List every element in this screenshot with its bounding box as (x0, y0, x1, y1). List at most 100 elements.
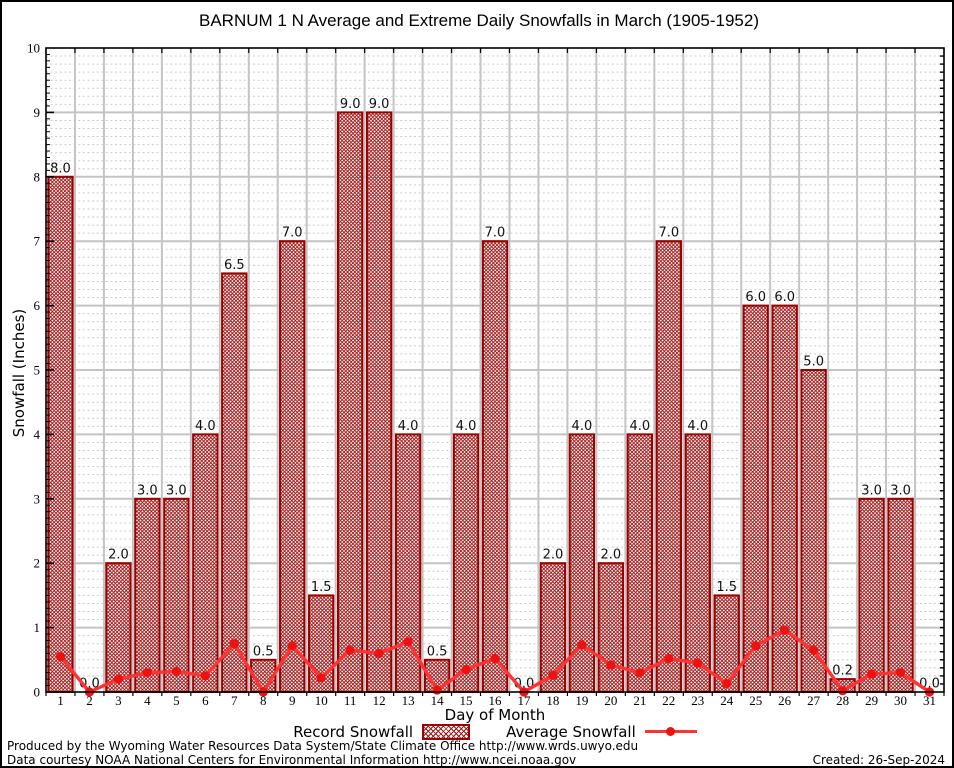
bar-day-3 (105, 562, 132, 694)
avg-marker-day-18 (548, 670, 558, 680)
bar-day-22 (655, 240, 682, 693)
x-tick-label: 18 (546, 693, 559, 708)
bar-value-label: 4.0 (398, 419, 419, 434)
bar-value-label: 2.0 (543, 548, 564, 563)
x-tick-label: 20 (604, 693, 617, 708)
x-tick-label: 23 (691, 693, 704, 708)
bar-day-12 (365, 111, 393, 693)
footer-credits: Produced by the Wyoming Water Resources … (7, 739, 639, 767)
avg-marker-day-11 (345, 645, 355, 655)
avg-marker-day-23 (693, 658, 703, 668)
y-tick-label: 10 (27, 41, 40, 56)
avg-marker-day-15 (461, 664, 471, 675)
x-tick-label: 8 (260, 693, 267, 708)
bar-day-21 (626, 433, 654, 693)
x-tick-label: 22 (662, 693, 675, 708)
bar-day-20 (597, 562, 625, 694)
x-tick-label: 16 (489, 693, 503, 708)
x-tick-label: 25 (749, 693, 762, 708)
created-date: Created: 26-Sep-2024 (812, 753, 945, 767)
x-tick-label: 10 (315, 693, 328, 708)
bar-day-27 (800, 369, 827, 693)
x-tick-label: 21 (633, 693, 646, 708)
bar-value-label: 4.0 (456, 419, 477, 434)
x-axis-title: Day of Month (444, 706, 546, 724)
legend-average-label: Average Snowfall (506, 722, 636, 741)
x-tick-label: 14 (431, 693, 445, 708)
legend-average-line-sample (644, 727, 697, 736)
bar-day-23 (684, 433, 711, 693)
avg-marker-day-5 (171, 666, 181, 676)
legend-record-label: Record Snowfall (293, 722, 414, 741)
avg-marker-day-21 (635, 668, 645, 678)
x-tick-label: 2 (86, 693, 93, 708)
footer-line1: Produced by the Wyoming Water Resources … (7, 739, 639, 753)
bar-day-18 (539, 562, 567, 694)
bar-day-15 (452, 433, 480, 693)
avg-marker-day-22 (664, 653, 674, 664)
bar-value-label: 2.0 (108, 548, 129, 563)
avg-marker-day-16 (490, 653, 500, 664)
bar-day-25 (742, 304, 769, 693)
avg-marker-day-6 (200, 671, 210, 681)
bar-value-label: 9.0 (340, 97, 361, 112)
avg-marker-day-7 (229, 639, 239, 649)
avg-marker-day-27 (809, 645, 819, 655)
avg-marker-day-9 (287, 641, 297, 651)
footer-line2: Data courtesy NOAA National Centers for … (7, 753, 577, 767)
avg-marker-day-4 (142, 668, 152, 678)
bar-value-label: 0.5 (427, 644, 448, 659)
y-tick-label: 5 (34, 363, 41, 378)
bar-value-label: 8.0 (50, 161, 71, 176)
bar-value-label: 4.0 (629, 419, 650, 434)
chart-legend: Record Snowfall Average Snowfall (46, 722, 944, 741)
bar-day-9 (279, 240, 306, 693)
bar-value-label: 4.0 (687, 419, 708, 434)
bar-value-label: 0.2 (832, 664, 853, 679)
y-tick-label: 6 (34, 298, 41, 313)
bar-value-label: 3.0 (890, 483, 911, 498)
bar-value-label: 6.0 (774, 290, 795, 305)
bar-value-label: 3.0 (861, 483, 882, 498)
x-tick-label: 28 (836, 693, 849, 708)
bar-value-label: 0.5 (253, 644, 274, 659)
x-tick-label: 7 (231, 693, 238, 708)
x-tick-label: 5 (173, 693, 180, 708)
bar-value-label: 5.0 (803, 355, 824, 370)
y-tick-label: 4 (34, 427, 41, 442)
bar-value-label: 4.0 (572, 419, 593, 434)
bar-value-label: 3.0 (166, 483, 187, 498)
avg-marker-day-1 (55, 651, 66, 662)
x-tick-label: 1 (57, 693, 64, 708)
avg-marker-day-25 (751, 641, 761, 651)
avg-marker-day-29 (866, 669, 877, 679)
x-tick-label: 3 (115, 693, 122, 708)
avg-marker-day-26 (780, 625, 790, 635)
bar-day-16 (481, 240, 509, 693)
x-tick-label: 15 (460, 693, 473, 708)
x-tick-label: 31 (923, 693, 936, 708)
legend-average-marker (665, 727, 675, 736)
bar-value-label: 9.0 (369, 97, 390, 112)
x-tick-label: 19 (575, 693, 588, 708)
x-tick-label: 13 (402, 693, 415, 708)
x-tick-label: 4 (144, 693, 151, 708)
avg-marker-day-13 (403, 637, 413, 647)
x-tick-label: 30 (894, 693, 907, 708)
legend-record-swatch (422, 723, 471, 740)
bar-value-label: 7.0 (658, 226, 679, 241)
x-tick-label: 27 (807, 693, 821, 708)
axis-ticks (45, 48, 945, 696)
avg-marker-day-24 (722, 679, 732, 689)
average-snowfall-markers (55, 625, 935, 697)
x-tick-label: 11 (344, 693, 357, 708)
bar-day-4 (134, 497, 161, 693)
y-tick-label: 1 (34, 620, 41, 635)
record-snowfall-bars: 8.00.02.03.0 3.04.06.50.57.01.59.0 9.04.00… (47, 97, 940, 694)
x-tick-label: 12 (373, 693, 386, 708)
x-tick-label: 26 (778, 693, 792, 708)
bar-day-30 (887, 497, 914, 693)
avg-marker-day-12 (374, 648, 384, 658)
